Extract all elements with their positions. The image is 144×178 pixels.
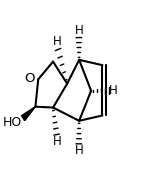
Text: H: H	[109, 84, 118, 97]
Polygon shape	[22, 107, 35, 121]
Text: O: O	[24, 72, 35, 85]
Text: H: H	[74, 144, 83, 157]
Text: H: H	[74, 24, 83, 37]
Text: H: H	[53, 135, 61, 148]
Text: HO: HO	[3, 116, 22, 129]
Text: H: H	[53, 35, 61, 48]
